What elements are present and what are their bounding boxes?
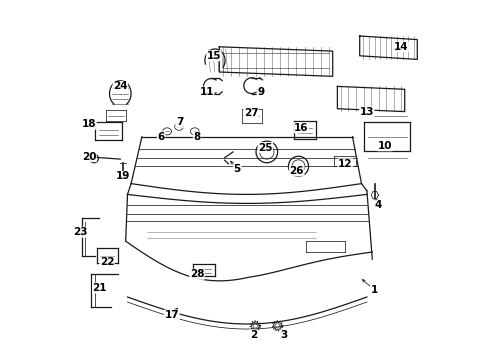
Text: 13: 13 (359, 107, 373, 117)
Text: 23: 23 (73, 227, 87, 237)
Text: 20: 20 (81, 152, 96, 162)
Text: 8: 8 (193, 132, 200, 142)
Text: 15: 15 (206, 51, 221, 61)
Text: 7: 7 (176, 117, 183, 127)
Text: 12: 12 (337, 159, 352, 169)
Text: 10: 10 (377, 141, 391, 151)
Text: 21: 21 (92, 283, 107, 293)
Text: 4: 4 (373, 200, 381, 210)
Text: 1: 1 (370, 285, 377, 295)
Text: 9: 9 (257, 87, 264, 97)
Text: 14: 14 (393, 42, 407, 52)
Text: 25: 25 (258, 143, 272, 153)
Text: 11: 11 (199, 87, 214, 97)
Text: 2: 2 (249, 330, 257, 340)
Text: 22: 22 (100, 257, 114, 267)
Text: 16: 16 (293, 123, 308, 133)
Text: 6: 6 (157, 132, 164, 142)
Text: 5: 5 (233, 164, 241, 174)
Text: 3: 3 (280, 330, 287, 340)
Text: 24: 24 (113, 81, 127, 91)
Text: 27: 27 (243, 108, 258, 118)
Text: 26: 26 (289, 166, 304, 176)
Text: 19: 19 (115, 171, 130, 181)
Text: 17: 17 (164, 310, 179, 320)
Text: 28: 28 (189, 269, 204, 279)
Text: 18: 18 (81, 119, 96, 129)
